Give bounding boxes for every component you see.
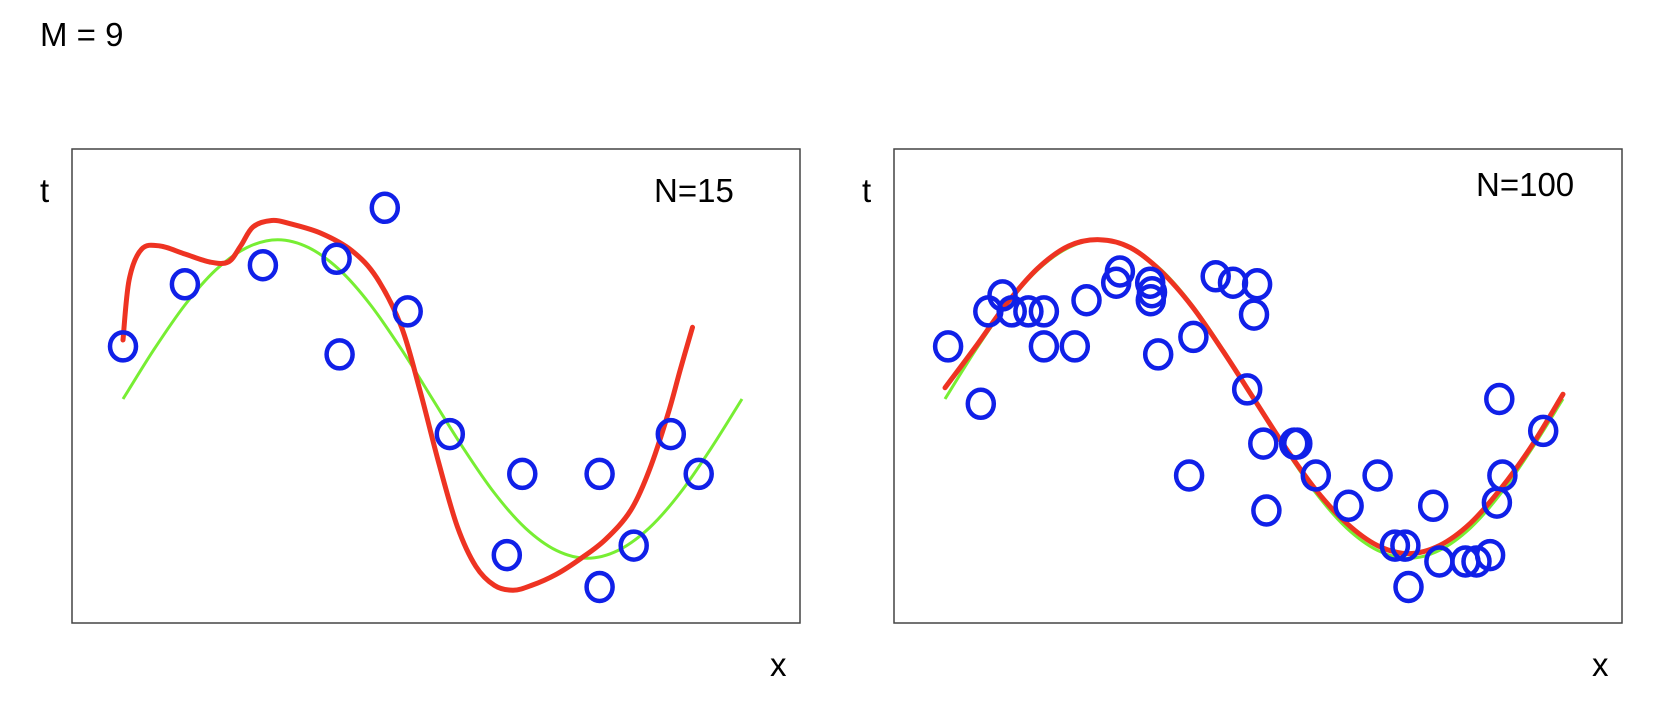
panel-right-ylabel: t	[862, 172, 871, 209]
data-point	[1393, 570, 1424, 604]
panel-right-frame	[893, 148, 1623, 624]
panel-right-xlabel: x	[1592, 646, 1609, 683]
panel-left-ylabel: t	[40, 172, 49, 209]
panel-right: t x N=100	[862, 148, 1623, 683]
data-point	[1173, 459, 1205, 492]
data-point	[1461, 545, 1492, 578]
data-point	[392, 295, 423, 328]
panel-left: t x N=15	[40, 148, 801, 683]
data-point	[1178, 320, 1209, 354]
data-point	[1484, 382, 1515, 416]
panel-left-n-label: N=15	[654, 172, 734, 209]
data-point	[1028, 330, 1060, 363]
panel-right-points	[932, 255, 1559, 604]
panel-left-fit-curve	[120, 217, 695, 593]
data-point	[324, 338, 355, 371]
data-point	[1231, 373, 1263, 406]
data-point	[1417, 489, 1449, 523]
data-point	[1487, 459, 1518, 492]
data-point	[618, 529, 649, 562]
data-point	[1282, 427, 1313, 460]
panel-left-xlabel: x	[770, 646, 787, 683]
data-point	[1028, 295, 1060, 328]
data-point	[1059, 330, 1091, 363]
data-point	[1071, 283, 1102, 317]
data-point	[1142, 338, 1174, 371]
data-point	[1379, 529, 1411, 562]
data-point	[655, 417, 687, 451]
data-point	[247, 248, 279, 282]
data-point	[584, 570, 615, 604]
panel-left-true-curve	[121, 238, 744, 560]
data-point	[369, 191, 401, 225]
data-point	[1238, 298, 1270, 331]
data-point	[932, 330, 964, 363]
data-point	[169, 268, 201, 301]
data-point	[584, 457, 615, 491]
data-point	[965, 387, 997, 421]
data-point	[1300, 459, 1332, 492]
data-point	[1248, 427, 1279, 460]
data-point	[1136, 275, 1168, 309]
panel-left-points	[107, 191, 714, 604]
data-point	[1362, 459, 1393, 492]
data-point	[491, 538, 523, 572]
data-point	[321, 242, 352, 276]
panel-right-n-label: N=100	[1476, 166, 1574, 203]
data-point	[1104, 255, 1136, 288]
data-point	[1241, 268, 1273, 301]
data-point	[996, 295, 1027, 328]
data-point	[1527, 414, 1559, 448]
data-point	[987, 279, 1018, 312]
data-point	[107, 330, 139, 363]
data-point	[683, 457, 714, 491]
data-point	[1333, 489, 1364, 523]
data-point	[1200, 260, 1231, 293]
data-point	[434, 417, 466, 451]
data-point	[507, 457, 538, 491]
data-point	[1474, 538, 1506, 572]
data-point	[1013, 295, 1044, 328]
figure-heading: M = 9	[40, 16, 124, 53]
panel-left-frame	[71, 148, 801, 624]
data-point	[1390, 529, 1421, 562]
data-point	[1251, 494, 1282, 527]
